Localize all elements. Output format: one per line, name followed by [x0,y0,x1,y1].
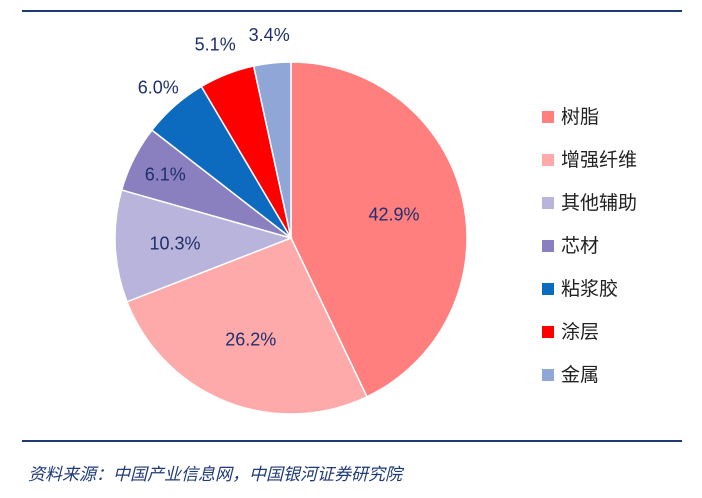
legend-label-6: 涂层 [561,321,599,343]
data-label-5: 6.0% [138,78,179,98]
legend-swatch-3 [542,197,554,209]
legend-label-1: 树脂 [561,106,599,128]
pie-chart: 42.9% 26.2% 10.3% 6.1% 6.0% 5.1% 3.4% 树脂增强纤维其他… [114,25,637,415]
legend-swatch-2 [542,154,554,166]
legend-label-5: 粘浆胶 [561,278,618,300]
data-label-4: 6.1% [145,165,186,185]
legend-label-3: 其他辅助 [561,192,637,214]
pie-slice-1 [290,61,468,398]
pie-data-labels: 42.9% 26.2% 10.3% 6.1% 6.0% 5.1% 3.4% [138,25,420,350]
legend-label-2: 增强纤维 [561,149,637,171]
legend-swatch-7 [542,369,554,381]
pie-slices [114,61,468,415]
pie-slice-2 [125,237,368,415]
top-rule [22,10,682,12]
data-label-6: 5.1% [195,35,236,55]
pie-slice-3 [114,189,294,303]
pie-slice-7 [252,61,292,239]
data-label-3: 10.3% [149,234,200,254]
data-label-1: 42.9% [368,205,419,225]
legend-label-7: 金属 [561,364,599,386]
legend-label-4: 芯材 [561,235,599,257]
data-label-7: 3.4% [249,25,290,45]
legend-swatch-1 [542,111,554,123]
source-note: 资料来源：中国产业信息网，中国银河证券研究院 [28,465,402,485]
legend-swatch-4 [542,240,554,252]
data-label-2: 26.2% [225,330,276,350]
bottom-rule [22,440,682,442]
legend-swatch-5 [542,283,554,295]
legend-swatch-6 [542,326,554,338]
